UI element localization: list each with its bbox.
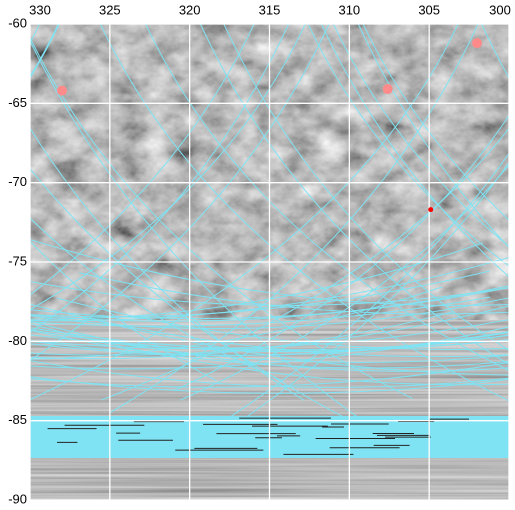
orbit-track bbox=[180, 164, 509, 401]
x-tick-label: 330 bbox=[29, 2, 51, 17]
terrain bbox=[30, 24, 509, 500]
orbit-track bbox=[321, 24, 509, 278]
y-tick-label: -70 bbox=[8, 174, 27, 189]
orbit-track bbox=[30, 361, 509, 388]
orbit-track bbox=[56, 297, 509, 350]
y-tick-label: -85 bbox=[8, 412, 27, 427]
x-tick-label: 305 bbox=[418, 2, 440, 17]
y-tick-label: -80 bbox=[8, 333, 27, 348]
orbit-track bbox=[99, 320, 509, 376]
orbit-track bbox=[30, 305, 509, 356]
y-tick-label: -75 bbox=[8, 253, 27, 268]
orbit-track bbox=[333, 24, 509, 248]
x-tick-label: 300 bbox=[489, 2, 511, 17]
orbit-track bbox=[30, 285, 509, 322]
orbit-track bbox=[30, 296, 491, 327]
orbit-track bbox=[30, 331, 509, 356]
y-tick-label: -65 bbox=[8, 95, 27, 110]
orbit-track bbox=[30, 329, 509, 369]
orbit-track bbox=[30, 360, 509, 388]
orbit-track bbox=[30, 24, 290, 333]
orbit-track bbox=[199, 24, 509, 365]
orbit-track bbox=[30, 24, 459, 401]
orbit-track bbox=[30, 238, 509, 306]
x-tick-label: 315 bbox=[259, 2, 281, 17]
orbit-track bbox=[30, 24, 306, 311]
orbit-track bbox=[30, 327, 509, 351]
points bbox=[56, 38, 483, 213]
orbit-track bbox=[30, 240, 217, 382]
orbit-track bbox=[30, 39, 384, 436]
orbit-track bbox=[30, 297, 509, 330]
orbit-track bbox=[30, 270, 490, 318]
orbit-track bbox=[99, 24, 509, 402]
point bbox=[428, 207, 434, 213]
orbit-track bbox=[30, 242, 484, 320]
orbit-track bbox=[30, 280, 509, 306]
orbit-track bbox=[30, 326, 509, 370]
orbit-track bbox=[30, 287, 509, 320]
orbit-track bbox=[362, 24, 509, 221]
orbit-track bbox=[30, 24, 255, 296]
orbit-track bbox=[30, 320, 509, 372]
orbit-tracks bbox=[30, 24, 509, 455]
point bbox=[472, 38, 483, 49]
orbit-track bbox=[307, 24, 509, 267]
orbit-track bbox=[30, 24, 330, 361]
orbit-track bbox=[30, 303, 509, 358]
x-tick-label: 325 bbox=[99, 2, 121, 17]
orbit-track bbox=[30, 286, 443, 360]
y-tick-label: -90 bbox=[8, 491, 27, 506]
orbit-track bbox=[30, 36, 413, 399]
orbit-track bbox=[357, 24, 509, 249]
point bbox=[382, 84, 393, 95]
x-tick-label: 320 bbox=[179, 2, 201, 17]
tick-labels: 330 325 320 315 310 305 300 -60 -65 -70 -75 -80 -85 -… bbox=[8, 2, 511, 506]
y-tick-label: -60 bbox=[8, 15, 27, 30]
point bbox=[56, 85, 67, 96]
orbit-track bbox=[30, 127, 305, 401]
orbit-track bbox=[204, 152, 509, 434]
grid bbox=[29, 23, 510, 501]
x-tick-label: 310 bbox=[338, 2, 360, 17]
